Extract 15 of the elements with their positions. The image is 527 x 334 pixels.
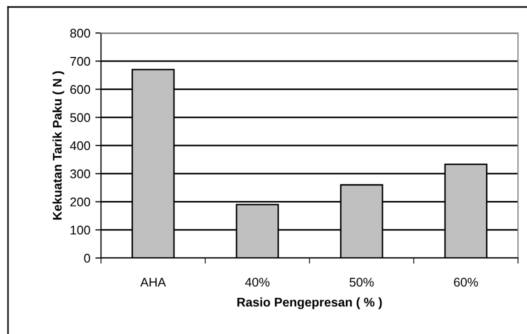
y-tick-label: 400 [70,141,90,150]
x-tick-label: 50% [350,278,374,287]
x-axis-title: Rasio Pengepresan ( % ) [237,297,382,310]
y-tick-label: 200 [70,198,90,206]
y-tick-label: 300 [70,169,90,178]
y-tick-label: 600 [70,85,90,94]
x-tick-label: AHA [140,278,166,287]
x-tick-label: 40% [245,278,270,287]
y-tick-label: 700 [70,56,90,66]
y-tick-label: 500 [70,113,90,122]
y-tick-label: 100 [70,226,90,235]
y-tick-label: 800 [70,28,90,38]
x-tick-label: 60% [454,278,478,287]
y-tick-label: 0 [84,254,90,263]
y-axis-title: Kekuatan Tarik Paku ( N ) [52,71,64,220]
